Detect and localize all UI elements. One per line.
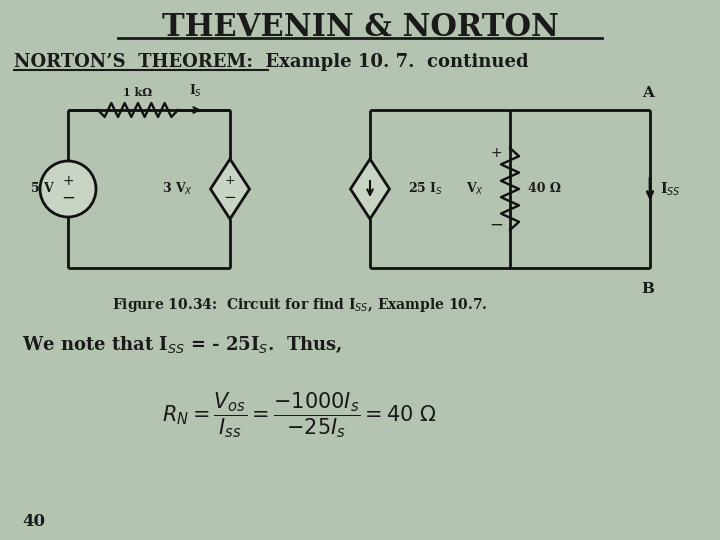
Text: V$_X$: V$_X$ xyxy=(466,181,484,197)
Circle shape xyxy=(40,161,96,217)
Text: I$_{SS}$: I$_{SS}$ xyxy=(660,180,680,198)
Polygon shape xyxy=(210,159,250,219)
Text: 40: 40 xyxy=(22,514,45,530)
Text: B: B xyxy=(642,282,654,296)
Text: 25 I$_S$: 25 I$_S$ xyxy=(408,181,443,197)
Text: 3 V$_X$: 3 V$_X$ xyxy=(163,181,194,197)
Text: +: + xyxy=(62,174,74,188)
Text: 40 Ω: 40 Ω xyxy=(528,183,561,195)
Text: 5 V: 5 V xyxy=(31,183,54,195)
Text: $R_N = \dfrac{V_{os}}{I_{ss}} = \dfrac{-1000I_s}{-25I_s} = 40\ \Omega$: $R_N = \dfrac{V_{os}}{I_{ss}} = \dfrac{-… xyxy=(163,390,438,440)
Text: THEVENIN & NORTON: THEVENIN & NORTON xyxy=(161,12,559,44)
Polygon shape xyxy=(351,159,390,219)
Text: −: − xyxy=(61,189,75,207)
Text: 1 kΩ: 1 kΩ xyxy=(123,87,153,98)
Text: Figure 10.34:  Circuit for find I$_{SS}$, Example 10.7.: Figure 10.34: Circuit for find I$_{SS}$,… xyxy=(112,296,488,314)
Text: I$_S$: I$_S$ xyxy=(189,83,202,99)
Text: −: − xyxy=(224,191,236,206)
Text: NORTON’S  THEOREM:  Example 10. 7.  continued: NORTON’S THEOREM: Example 10. 7. continu… xyxy=(14,53,528,71)
Text: +: + xyxy=(490,146,502,160)
Text: We note that I$_{SS}$ = - 25I$_{S}$.  Thus,: We note that I$_{SS}$ = - 25I$_{S}$. Thu… xyxy=(22,335,343,355)
Text: A: A xyxy=(642,86,654,100)
Text: +: + xyxy=(225,173,235,186)
Text: −: − xyxy=(489,216,503,234)
